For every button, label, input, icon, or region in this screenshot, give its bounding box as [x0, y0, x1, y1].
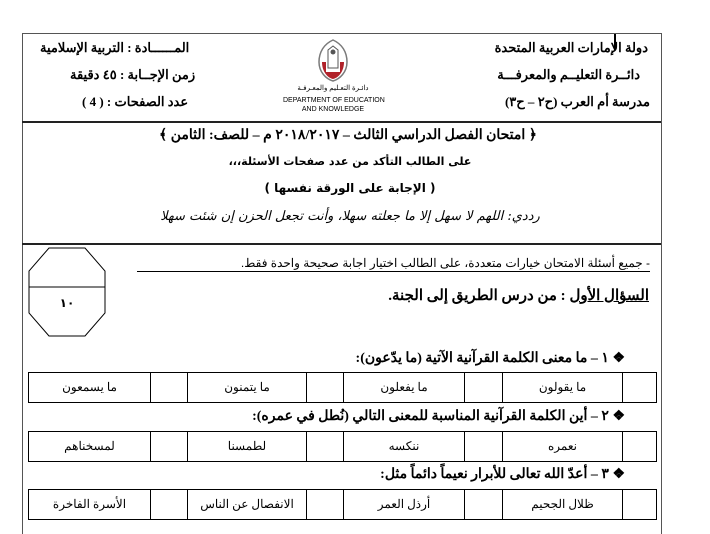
question-3: ❖ ٣ – أعدّ الله تعالى للأبرار نعيماً دائ… — [380, 467, 625, 482]
section-label: السؤال الأول — [569, 288, 649, 304]
school-name: مدرسة أم العرب (ح٢ – ح٣) — [504, 94, 650, 109]
header-divider — [22, 121, 661, 123]
exam-title: ﴿ امتحان الفصل الدراسي الثالث – ٢٠١٨/٢٠١… — [158, 128, 537, 143]
option-checkbox[interactable] — [464, 372, 503, 403]
option-checkbox[interactable] — [150, 431, 188, 462]
instructions: - جميع أسئلة الامتحان خيارات متعددة، على… — [137, 256, 650, 272]
option-label: ما يتمنون — [187, 372, 307, 403]
question-3-options: ظلال الجحيم أرذل العمر الانفصال عن الناس… — [28, 489, 657, 520]
country-name: دولة الإمارات العربية المتحدة — [494, 40, 648, 55]
exam-note: على الطالب التأكد من عدد صفحات الأسئلة،،… — [228, 155, 472, 168]
department-name: دائــرة التعليــم والمعرفـــة — [497, 67, 640, 82]
option-checkbox[interactable] — [306, 431, 344, 462]
department-logo — [316, 38, 350, 86]
exam-page — [22, 33, 662, 534]
question-2: ❖ ٢ – أين الكلمة القرآنية المناسبة للمعن… — [252, 409, 625, 424]
option-checkbox[interactable] — [622, 431, 657, 462]
section-heading: السؤال الأول : من درس الطريق إلى الجنة. — [388, 286, 649, 305]
text-cursor — [614, 34, 616, 50]
option-checkbox[interactable] — [622, 372, 657, 403]
option-label: الأسرة الفاخرة — [28, 489, 151, 520]
prayer-text: رددي: اللهم لا سهل إلا ما جعلته سهلا، وأ… — [160, 209, 540, 224]
section-divider — [22, 243, 661, 245]
score-total: ١٠ — [59, 296, 75, 310]
option-checkbox[interactable] — [464, 489, 503, 520]
option-checkbox[interactable] — [150, 372, 188, 403]
option-label: أرذل العمر — [343, 489, 465, 520]
duration-label: زمن الإجــابة : ٤٥ دقيقة — [70, 67, 196, 82]
option-label: ما يفعلون — [343, 372, 465, 403]
answer-note: ( الإجابة على الورقة نفسها ) — [264, 181, 436, 195]
option-checkbox[interactable] — [622, 489, 657, 520]
logo-english-line-1: DEPARTMENT OF EDUCATION — [283, 97, 385, 104]
option-label: الانفصال عن الناس — [187, 489, 307, 520]
option-checkbox[interactable] — [464, 431, 503, 462]
subject-label: المــــــادة : التربية الإسلامية — [40, 40, 190, 55]
section-title: : من درس الطريق إلى الجنة. — [388, 288, 566, 304]
option-label: ما يقولون — [502, 372, 623, 403]
question-1: ❖ ١ – ما معنى الكلمة القرآنية الآتية (ما… — [355, 351, 625, 366]
option-label: ننكسه — [343, 431, 465, 462]
option-label: لمسخناهم — [28, 431, 151, 462]
option-checkbox[interactable] — [306, 489, 344, 520]
falcon-emblem-icon — [318, 39, 348, 82]
question-1-options: ما يقولون ما يفعلون ما يتمنون ما يسمعون — [28, 372, 657, 403]
option-label: ما يسمعون — [28, 372, 151, 403]
option-label: نعمره — [502, 431, 623, 462]
score-box — [27, 247, 107, 341]
option-checkbox[interactable] — [150, 489, 188, 520]
option-checkbox[interactable] — [306, 372, 344, 403]
logo-english-line-2: AND KNOWLEDGE — [301, 106, 365, 113]
option-label: ظلال الجحيم — [502, 489, 623, 520]
page-count-label: عدد الصفحات : ( 4 ) — [82, 94, 189, 109]
logo-arabic-text: دائـرة التعـليم والمعـرفـة — [297, 85, 369, 92]
option-label: لطمسنا — [187, 431, 307, 462]
question-2-options: نعمره ننكسه لطمسنا لمسخناهم — [28, 431, 657, 462]
